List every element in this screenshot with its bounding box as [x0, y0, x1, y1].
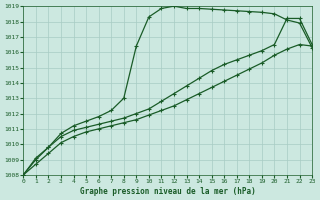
X-axis label: Graphe pression niveau de la mer (hPa): Graphe pression niveau de la mer (hPa) — [80, 187, 256, 196]
